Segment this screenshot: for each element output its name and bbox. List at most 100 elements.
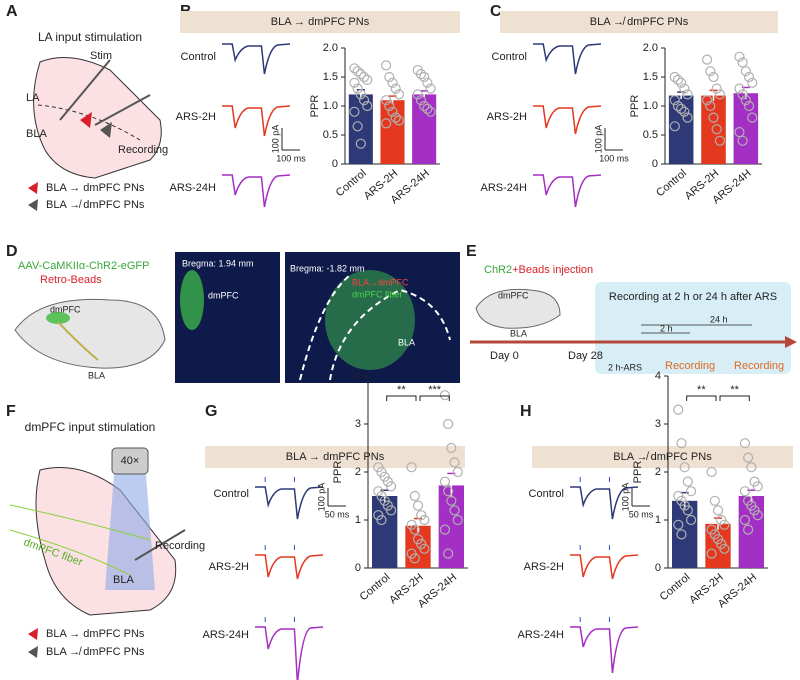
label: BLA — [510, 328, 527, 338]
data-point — [355, 138, 366, 149]
data-point — [415, 68, 427, 80]
y-tick-label: 0.5 — [643, 129, 658, 141]
label: Day 28 — [568, 350, 603, 362]
data-point — [719, 543, 730, 554]
panel-title: dmPFC input stimulation — [25, 420, 156, 434]
data-point — [422, 77, 433, 88]
data-point — [449, 457, 460, 468]
label: Recording — [734, 360, 784, 372]
data-point — [682, 89, 693, 100]
data-point — [679, 83, 690, 94]
trace-label: ARS-24H — [203, 629, 250, 641]
trace — [533, 105, 602, 135]
data-point — [737, 89, 748, 100]
panel-letter: C — [490, 3, 502, 20]
data-point — [390, 112, 401, 123]
label: Bregma: 1.94 mm — [182, 258, 254, 268]
data-point — [706, 466, 717, 478]
trace — [255, 554, 324, 580]
scale-label: 100 pA — [620, 483, 630, 512]
data-point — [752, 481, 763, 492]
title-banner — [205, 446, 465, 468]
data-point — [708, 112, 719, 123]
data-point — [412, 500, 424, 511]
data-point — [352, 66, 363, 77]
trace — [255, 626, 324, 680]
y-axis-label: PPR — [309, 95, 321, 118]
data-point — [739, 438, 751, 449]
data-point — [711, 124, 722, 135]
y-tick-label: 1 — [655, 514, 661, 526]
y-tick-label: 2.0 — [323, 42, 338, 54]
data-point — [685, 514, 697, 526]
scale-label: 100 pA — [316, 483, 326, 512]
data-point — [705, 66, 716, 77]
data-point — [719, 519, 730, 530]
data-point — [419, 543, 430, 554]
arrowhead — [785, 336, 797, 348]
data-point — [393, 89, 404, 100]
label: 2 h — [660, 323, 673, 333]
neuron-icon — [28, 182, 38, 194]
scale-label: 50 ms — [325, 509, 350, 519]
data-point — [701, 54, 713, 65]
data-point — [439, 524, 451, 535]
data-point — [419, 71, 430, 83]
y-tick-label: 1.5 — [643, 71, 658, 83]
data-point — [682, 505, 693, 516]
data-point — [714, 89, 726, 100]
data-point — [385, 481, 397, 492]
data-point — [443, 418, 454, 430]
panel-letter: E — [466, 243, 477, 260]
significance-label: ** — [397, 384, 406, 396]
label: dmPFC — [498, 290, 529, 300]
panel-letter: A — [6, 3, 18, 20]
electrode — [59, 59, 111, 121]
y-tick-label: 2 — [655, 466, 661, 478]
data-point — [743, 71, 755, 83]
trace — [570, 626, 639, 674]
data-point — [734, 83, 745, 94]
data-point — [712, 505, 724, 516]
data-point — [362, 100, 373, 112]
brain-sketch — [14, 298, 166, 369]
scale-label: 100 pA — [593, 125, 603, 154]
data-point — [709, 495, 720, 506]
neuron-icon — [100, 122, 112, 138]
electrode — [134, 529, 186, 561]
trace — [222, 43, 291, 75]
label: dmPFC fiber — [352, 289, 403, 299]
y-tick-label: 3 — [355, 418, 361, 430]
data-point — [439, 476, 451, 487]
label: Recording — [665, 360, 715, 372]
data-point — [747, 77, 758, 88]
data-point — [682, 476, 693, 487]
label: 40× — [121, 455, 140, 467]
neuron-icon — [80, 112, 92, 128]
label: dmPFC — [208, 290, 239, 300]
chart-title: BLA ↛ dmPFC PNs — [590, 16, 689, 28]
data-point — [714, 135, 726, 146]
data-point — [387, 106, 398, 117]
label: Stim — [90, 50, 112, 62]
label: BLA — [88, 370, 105, 380]
data-point — [743, 100, 755, 112]
label: ChR2 — [484, 264, 512, 276]
trace-label: ARS-24H — [518, 629, 565, 641]
title-banner — [532, 446, 793, 468]
data-point — [385, 505, 397, 516]
significance-label: ** — [697, 384, 706, 396]
y-tick-label: 0 — [655, 562, 661, 574]
data-point — [419, 100, 430, 112]
recording-box — [595, 282, 791, 374]
data-point — [746, 462, 757, 473]
data-point — [739, 514, 751, 526]
data-point — [679, 462, 690, 473]
data-point — [415, 95, 427, 106]
data-point — [446, 495, 457, 506]
panel-e: ChR2+Beads injection dmPFC BLA Recording… — [470, 264, 797, 374]
data-point — [752, 510, 763, 521]
fluorescence — [325, 270, 415, 370]
data-point — [358, 95, 370, 106]
scale-label: 50 ms — [629, 509, 654, 519]
